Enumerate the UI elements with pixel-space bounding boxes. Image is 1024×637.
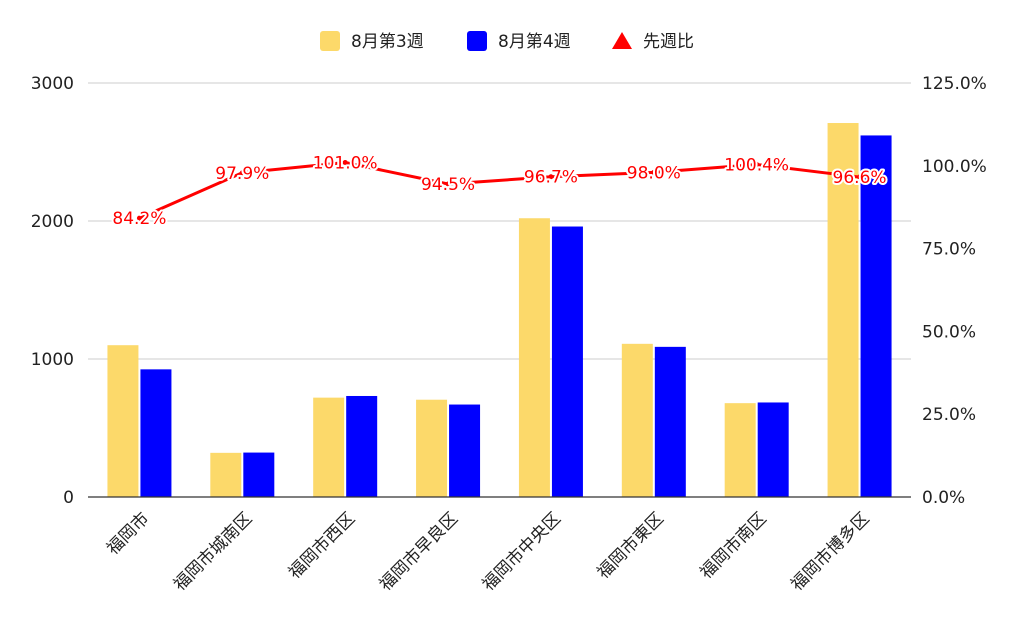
ratio-line-series: 84.2% 97.9% 101.0% 94.5% 96.7% 98.0% 100.4% 96.… <box>110 151 888 231</box>
x-axis-category-label: 福岡市東区 <box>594 509 668 583</box>
bar-week4 <box>551 226 583 497</box>
right-axis-tick-label: 0.0% <box>922 488 965 508</box>
x-axis-category-label: 福岡市博多区 <box>787 509 873 595</box>
ratio-point <box>445 181 451 187</box>
right-axis-tick-label: 75.0% <box>922 240 976 260</box>
bars <box>107 123 892 498</box>
ratio-data-label: 97.9% <box>215 164 269 184</box>
legend-label: 8月第3週 <box>351 32 424 52</box>
bar-week4 <box>243 452 275 497</box>
legend-swatch <box>467 31 487 51</box>
ratio-data-label: 96.6% <box>833 168 887 188</box>
ratio-point <box>239 170 245 176</box>
bar-week4 <box>757 402 789 497</box>
right-axis-tick-label: 100.0% <box>922 157 987 177</box>
ratio-data-label: 84.2% <box>112 209 166 229</box>
ratio-line <box>138 160 860 220</box>
x-axis-category-label: 福岡市城南区 <box>170 509 256 595</box>
ratio-data-label: 96.7% <box>524 168 578 188</box>
x-axis-category-label: 福岡市南区 <box>696 509 770 583</box>
bar-week3 <box>107 345 139 497</box>
right-axis-tick-label: 25.0% <box>922 405 976 425</box>
right-axis-tick-label: 125.0% <box>922 74 987 94</box>
ratio-point <box>136 215 142 221</box>
bar-week3 <box>313 397 345 497</box>
bar-week4 <box>140 369 172 497</box>
bar-week3 <box>210 452 242 497</box>
bar-week4 <box>449 404 481 497</box>
x-axis-category-label: 福岡市中央区 <box>479 509 565 595</box>
ratio-data-label: 94.5% <box>421 175 475 195</box>
bar-week4 <box>654 346 686 497</box>
bar-week3 <box>518 218 550 498</box>
ratio-point <box>651 169 657 175</box>
legend-label: 8月第4週 <box>498 32 571 52</box>
ratio-data-label: 101.0% <box>313 153 378 173</box>
ratio-point <box>754 161 760 167</box>
bar-week3 <box>621 343 653 497</box>
x-axis-category-label: 福岡市西区 <box>285 509 359 583</box>
bar-week4 <box>860 135 892 497</box>
gridlines <box>88 82 911 360</box>
legend-label: 先週比 <box>643 32 694 52</box>
bar-week4 <box>346 395 378 497</box>
x-axis-category-label: 福岡市 <box>103 509 153 559</box>
legend-swatch <box>320 31 340 51</box>
x-axis-category-label: 福岡市早良区 <box>376 509 462 595</box>
legend: 8月第3週 8月第4週 先週比 <box>320 31 694 52</box>
ratio-point <box>342 159 348 165</box>
right-axis-tick-label: 50.0% <box>922 322 976 342</box>
bar-week3 <box>416 399 448 497</box>
left-axis-tick-label: 3000 <box>31 74 74 94</box>
bar-week3 <box>827 123 859 498</box>
left-axis-tick-label: 0 <box>63 488 74 508</box>
left-axis-tick-label: 1000 <box>31 350 74 370</box>
ratio-data-label: 100.4% <box>724 155 789 175</box>
left-axis-tick-label: 2000 <box>31 212 74 232</box>
bar-week3 <box>724 403 756 497</box>
legend-marker-triangle <box>612 32 632 49</box>
ratio-point <box>857 174 863 180</box>
ratio-point <box>548 174 554 180</box>
ratio-data-label: 98.0% <box>627 163 681 183</box>
